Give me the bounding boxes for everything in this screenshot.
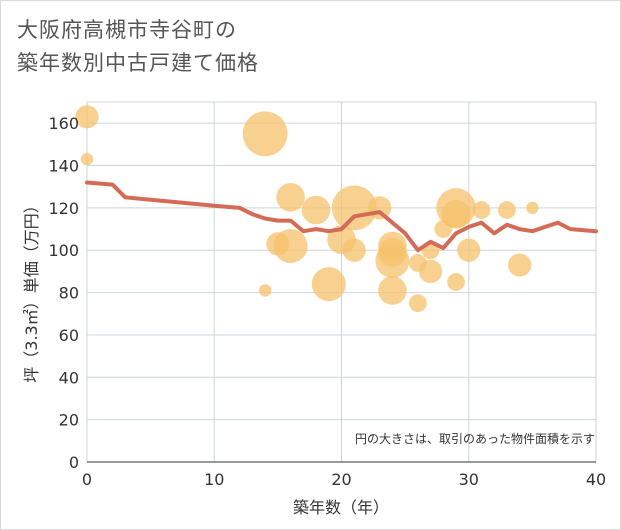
- bubble-point: [441, 199, 471, 229]
- bubble-point: [408, 294, 427, 313]
- y-tick-label: 160: [48, 114, 79, 133]
- bubble-size-note: 円の大きさは、取引のあった物件面積を示す: [355, 431, 595, 446]
- bubble-point: [418, 259, 443, 284]
- x-axis-title: 築年数（年）: [293, 498, 389, 517]
- y-tick-label: 0: [69, 453, 79, 472]
- chart-title-line-2: 築年数別中古戸建て価格: [17, 51, 259, 75]
- bubble-point: [301, 195, 331, 225]
- x-tick-label: 10: [204, 470, 224, 489]
- bubble-point: [75, 105, 99, 129]
- bubble-point: [80, 152, 94, 166]
- bubble-point: [342, 238, 366, 262]
- x-tick-label: 40: [586, 470, 606, 489]
- x-tick-label: 0: [82, 470, 92, 489]
- y-tick-label: 20: [59, 411, 79, 430]
- bubble-point: [378, 276, 407, 305]
- average-line-series: [85, 180, 598, 253]
- bubble-point: [375, 243, 410, 278]
- bubble-point: [331, 185, 377, 231]
- chart-title: 大阪府高槻市寺谷町の 築年数別中古戸建て価格: [17, 14, 259, 80]
- y-axis-title: 坪（3.3㎡）単価（万円）: [22, 197, 41, 382]
- x-tick-label: 20: [331, 470, 351, 489]
- y-tick-label: 80: [59, 284, 79, 303]
- chart-title-line-1: 大阪府高槻市寺谷町の: [17, 18, 237, 42]
- y-tick-label: 100: [48, 241, 79, 260]
- bubble-point: [242, 111, 288, 157]
- bubble-point: [276, 182, 305, 212]
- x-tick-label: 30: [459, 470, 479, 489]
- bubble-point: [258, 284, 272, 297]
- bubble-point: [368, 196, 392, 220]
- y-tick-label: 40: [59, 368, 79, 387]
- average-price-line: [85, 180, 598, 253]
- y-tick-label: 140: [48, 157, 79, 176]
- y-tick-label: 120: [48, 199, 79, 218]
- y-tick-label: 60: [59, 326, 79, 345]
- bubble-point: [498, 201, 516, 219]
- bubble-point: [526, 201, 539, 215]
- bubble-series: [75, 105, 539, 313]
- bubble-point: [472, 201, 491, 219]
- bubble-point: [457, 238, 481, 262]
- bubble-point: [508, 253, 532, 277]
- bubble-point: [311, 267, 346, 302]
- bubble-point: [447, 273, 465, 291]
- bubble-point: [273, 229, 308, 263]
- y-axis-ticks: 0 20 40 60 80 100 120 140 160: [48, 114, 79, 472]
- x-axis-ticks: 0 10 20 30 40: [82, 470, 606, 489]
